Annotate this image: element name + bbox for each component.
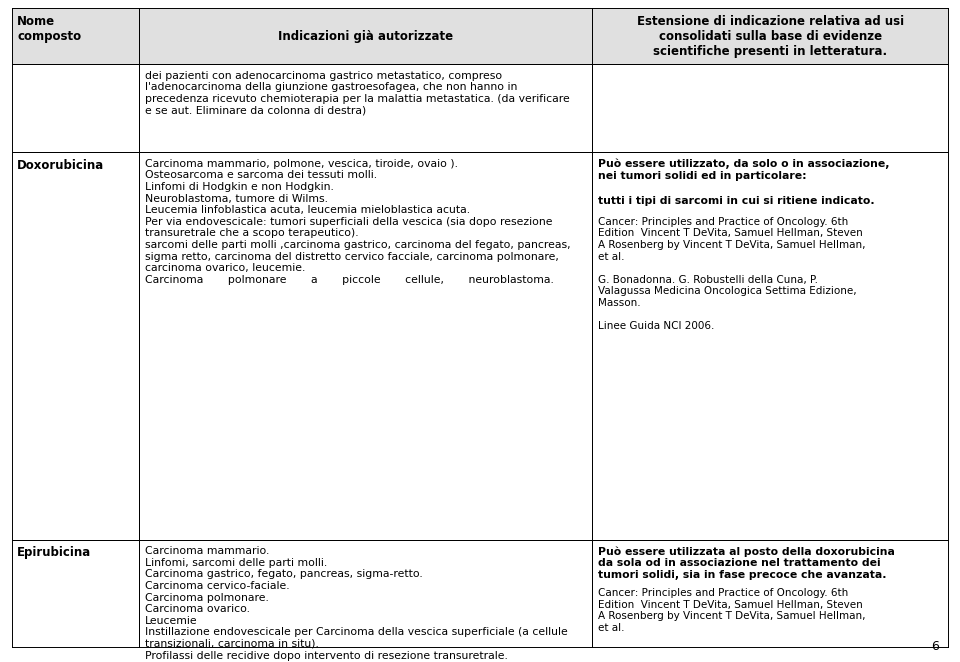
Text: 6: 6 bbox=[931, 640, 939, 653]
Text: Può essere utilizzata al posto della doxorubicina
da sola od in associazione nel: Può essere utilizzata al posto della dox… bbox=[598, 546, 895, 580]
Text: Nome
composto: Nome composto bbox=[17, 15, 82, 42]
Bar bbox=[139, 8, 592, 64]
Text: dei pazienti con adenocarcinoma gastrico metastatico, compreso
l'adenocarcinoma : dei pazienti con adenocarcinoma gastrico… bbox=[145, 71, 569, 116]
Text: Estensione di indicazione relativa ad usi
consolidati sulla base di evidenze
sci: Estensione di indicazione relativa ad us… bbox=[636, 15, 904, 58]
Bar bbox=[592, 8, 948, 64]
Text: Doxorubicina: Doxorubicina bbox=[17, 159, 105, 172]
Text: tutti i tipi di sarcomi in cui si ritiene indicato.: tutti i tipi di sarcomi in cui si ritien… bbox=[598, 196, 875, 206]
Text: Carcinoma mammario, polmone, vescica, tiroide, ovaio ).
Osteosarcoma e sarcoma d: Carcinoma mammario, polmone, vescica, ti… bbox=[145, 159, 570, 285]
Text: Carcinoma mammario.
Linfomi, sarcomi delle parti molli.
Carcinoma gastrico, fega: Carcinoma mammario. Linfomi, sarcomi del… bbox=[145, 546, 567, 661]
Text: Indicazioni già autorizzate: Indicazioni già autorizzate bbox=[278, 30, 453, 42]
Text: Cancer: Principles and Practice of Oncology. 6th
Edition  Vincent T DeVita, Samu: Cancer: Principles and Practice of Oncol… bbox=[598, 589, 866, 633]
Text: Epirubicina: Epirubicina bbox=[17, 546, 91, 559]
Bar bbox=[12, 8, 139, 64]
Text: Cancer: Principles and Practice of Oncology. 6th
Edition  Vincent T DeVita, Samu: Cancer: Principles and Practice of Oncol… bbox=[598, 216, 866, 331]
Text: Può essere utilizzato, da solo o in associazione,
nei tumori solidi ed in partic: Può essere utilizzato, da solo o in asso… bbox=[598, 159, 890, 193]
